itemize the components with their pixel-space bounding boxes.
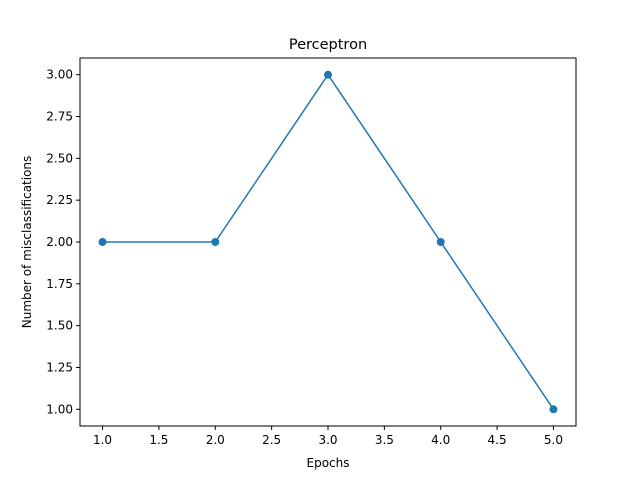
x-tick-label: 4.0	[431, 433, 450, 447]
data-point	[549, 405, 558, 414]
data-point	[324, 70, 332, 79]
x-tick-label: 1.0	[93, 433, 112, 447]
x-tick-label: 1.5	[149, 433, 168, 447]
y-axis: 1.00 1.25 1.50 1.75 2.00 2.25 2.50 2.75 3.00	[46, 68, 80, 416]
data-point	[436, 238, 445, 246]
chart-title: Perceptron	[289, 37, 367, 53]
x-axis-label: Epochs	[307, 456, 350, 470]
y-tick-label: 2.00	[46, 235, 73, 249]
x-tick-label: 3.5	[375, 433, 394, 447]
series-layer	[98, 70, 558, 414]
y-axis-label: Number of misclassifications	[20, 156, 34, 329]
y-tick-label: 1.75	[46, 277, 73, 291]
x-tick-label: 2.0	[206, 433, 225, 447]
x-axis: 1.0 1.5 2.0 2.5 3.0 3.5 4.0 4.5 5.0	[93, 426, 563, 447]
plot-frame	[79, 57, 577, 427]
data-point	[98, 238, 107, 246]
x-tick-label: 5.0	[544, 433, 563, 447]
data-point	[211, 238, 220, 246]
y-tick-label: 2.50	[46, 151, 73, 165]
y-tick-label: 2.25	[46, 193, 73, 207]
x-tick-label: 2.5	[262, 433, 281, 447]
x-tick-label: 4.5	[488, 433, 507, 447]
y-tick-label: 1.50	[46, 319, 73, 333]
y-tick-label: 1.00	[46, 402, 73, 416]
y-tick-label: 2.75	[46, 110, 73, 124]
y-tick-label: 3.00	[46, 68, 73, 82]
x-tick-label: 3.0	[318, 433, 337, 447]
y-tick-label: 1.25	[46, 360, 73, 374]
